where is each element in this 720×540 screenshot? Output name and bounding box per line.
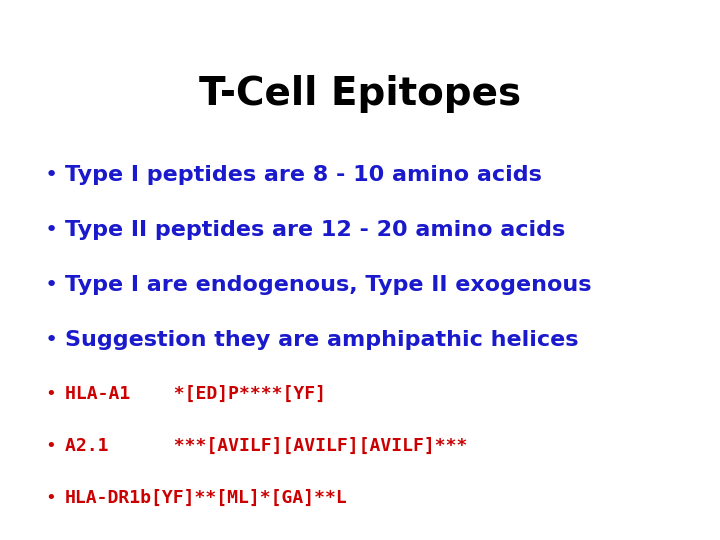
Text: HLA-DR1b[YF]**[ML]*[GA]**L: HLA-DR1b[YF]**[ML]*[GA]**L	[65, 489, 348, 507]
Text: •: •	[45, 489, 56, 507]
Text: Suggestion they are amphipathic helices: Suggestion they are amphipathic helices	[65, 330, 578, 350]
Text: Type I peptides are 8 - 10 amino acids: Type I peptides are 8 - 10 amino acids	[65, 165, 542, 185]
Text: A2.1      ***[AVILF][AVILF][AVILF]***: A2.1 ***[AVILF][AVILF][AVILF]***	[65, 437, 467, 455]
Text: •: •	[45, 330, 58, 350]
Text: •: •	[45, 275, 58, 295]
Text: •: •	[45, 165, 58, 185]
Text: T-Cell Epitopes: T-Cell Epitopes	[199, 75, 521, 113]
Text: •: •	[45, 220, 58, 240]
Text: HLA-A1    *[ED]P****[YF]: HLA-A1 *[ED]P****[YF]	[65, 385, 326, 403]
Text: •: •	[45, 437, 56, 455]
Text: Type I are endogenous, Type II exogenous: Type I are endogenous, Type II exogenous	[65, 275, 592, 295]
Text: •: •	[45, 385, 56, 403]
Text: Type II peptides are 12 - 20 amino acids: Type II peptides are 12 - 20 amino acids	[65, 220, 565, 240]
